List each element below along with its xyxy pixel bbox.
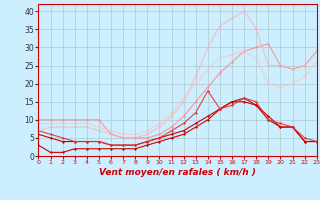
X-axis label: Vent moyen/en rafales ( km/h ): Vent moyen/en rafales ( km/h ) xyxy=(99,168,256,177)
